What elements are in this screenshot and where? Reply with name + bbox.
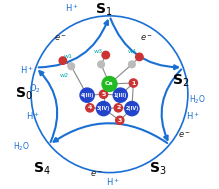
Circle shape bbox=[99, 90, 108, 98]
Text: $e^-$: $e^-$ bbox=[90, 170, 103, 179]
FancyArrowPatch shape bbox=[39, 21, 108, 67]
Text: S$_2$: S$_2$ bbox=[172, 73, 189, 89]
Text: S$_0$: S$_0$ bbox=[15, 86, 32, 102]
Text: w4: w4 bbox=[127, 49, 136, 54]
Circle shape bbox=[136, 53, 143, 61]
Text: S$_1$: S$_1$ bbox=[95, 2, 113, 19]
Circle shape bbox=[125, 101, 139, 116]
Text: 4(III): 4(III) bbox=[81, 93, 94, 98]
Circle shape bbox=[116, 116, 124, 124]
Text: 2: 2 bbox=[116, 105, 120, 110]
Circle shape bbox=[80, 88, 94, 102]
Text: H$^+$: H$^+$ bbox=[65, 2, 79, 14]
Circle shape bbox=[59, 57, 67, 64]
FancyArrowPatch shape bbox=[54, 123, 167, 143]
Text: $e^-$: $e^-$ bbox=[178, 130, 191, 140]
Circle shape bbox=[86, 104, 94, 112]
Text: H$^+$: H$^+$ bbox=[26, 111, 40, 122]
Text: Ca: Ca bbox=[105, 81, 114, 86]
Text: 2(IV): 2(IV) bbox=[125, 106, 138, 111]
Text: 1(III): 1(III) bbox=[114, 93, 127, 98]
FancyArrowPatch shape bbox=[110, 19, 178, 69]
Text: S$_4$: S$_4$ bbox=[34, 161, 51, 177]
Text: O$_2$: O$_2$ bbox=[29, 82, 41, 95]
Text: 3: 3 bbox=[118, 118, 122, 123]
Circle shape bbox=[102, 51, 110, 59]
Text: $e^-$: $e^-$ bbox=[55, 33, 67, 43]
Text: w3: w3 bbox=[94, 49, 103, 54]
Circle shape bbox=[102, 77, 117, 91]
Text: S$_3$: S$_3$ bbox=[149, 161, 167, 177]
Circle shape bbox=[114, 104, 122, 112]
Text: w2: w2 bbox=[60, 73, 69, 78]
Text: $e^-$: $e^-$ bbox=[140, 33, 153, 43]
Text: w1: w1 bbox=[64, 54, 73, 59]
FancyArrowPatch shape bbox=[162, 69, 181, 140]
Text: 1: 1 bbox=[131, 81, 136, 86]
Circle shape bbox=[129, 61, 135, 68]
Circle shape bbox=[129, 79, 138, 87]
Text: H$_2$O: H$_2$O bbox=[189, 94, 206, 106]
Circle shape bbox=[96, 101, 111, 116]
Text: H$^+$: H$^+$ bbox=[20, 64, 34, 76]
Circle shape bbox=[113, 88, 127, 102]
Text: H$^+$: H$^+$ bbox=[187, 111, 200, 122]
Text: H$^+$: H$^+$ bbox=[106, 176, 120, 188]
Text: 3(IV): 3(IV) bbox=[97, 106, 110, 111]
Text: 5: 5 bbox=[101, 92, 106, 97]
Text: 4: 4 bbox=[88, 105, 92, 110]
Text: H$_2$O: H$_2$O bbox=[13, 140, 30, 153]
Circle shape bbox=[98, 61, 104, 68]
FancyArrowPatch shape bbox=[39, 71, 57, 142]
Circle shape bbox=[68, 63, 75, 70]
